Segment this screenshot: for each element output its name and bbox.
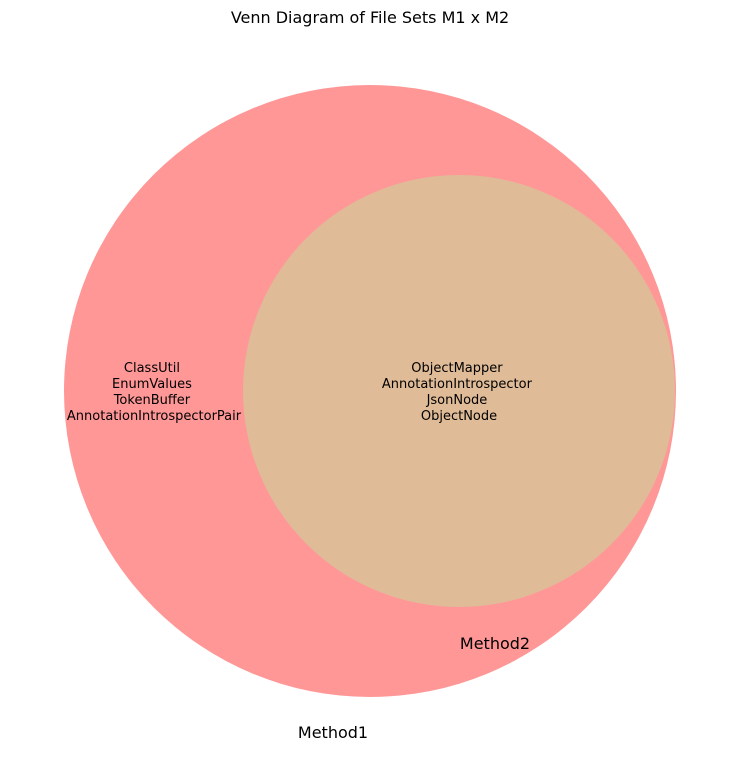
method1-only-item: EnumValues <box>112 377 192 392</box>
intersection-item: JsonNode <box>426 393 488 408</box>
method1-only-item: ClassUtil <box>124 361 180 376</box>
method1-only-item: AnnotationIntrospectorPair <box>67 409 242 424</box>
intersection-item: ObjectNode <box>421 409 497 424</box>
method1-only-item: TokenBuffer <box>113 393 191 408</box>
method2-label: Method2 <box>460 634 530 653</box>
diagram-title: Venn Diagram of File Sets M1 x M2 <box>231 8 509 27</box>
method2-circle <box>243 175 675 607</box>
intersection-item: ObjectMapper <box>411 361 503 376</box>
intersection-items: ObjectMapper AnnotationIntrospector Json… <box>382 361 536 424</box>
method1-label: Method1 <box>298 723 368 742</box>
method1-only-items: ClassUtil EnumValues TokenBuffer Annotat… <box>67 361 242 424</box>
intersection-item: AnnotationIntrospector <box>382 377 533 392</box>
